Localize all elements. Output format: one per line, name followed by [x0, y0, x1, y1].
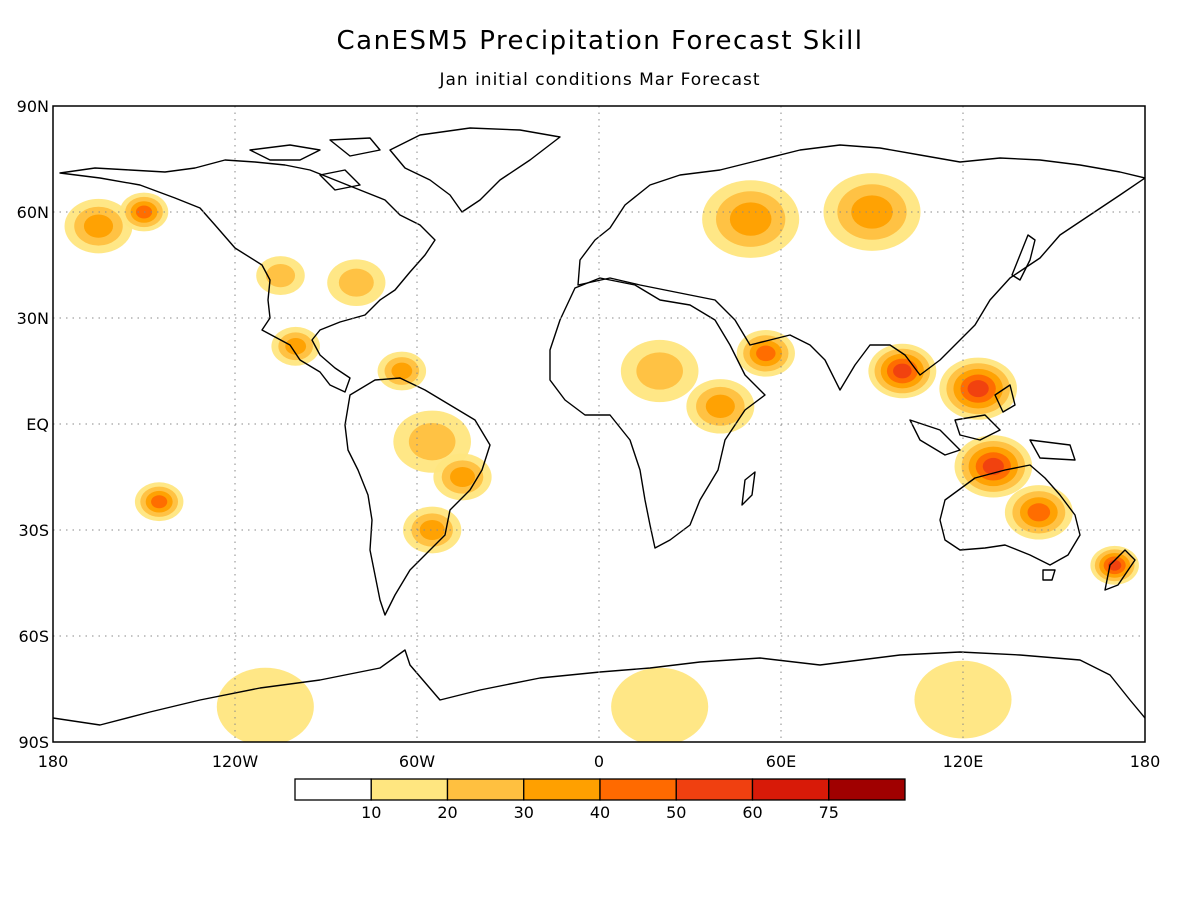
chart-subtitle: Jan initial conditions Mar Forecast	[439, 70, 761, 90]
colorbar	[294, 778, 906, 801]
coast-north-america	[59, 159, 436, 393]
latitude-label: 30S	[18, 521, 49, 540]
skill-region	[705, 394, 735, 418]
coast-australia	[939, 464, 1081, 566]
skill-shading-layer	[64, 173, 1139, 742]
skill-region	[967, 380, 989, 398]
colorbar-swatch	[751, 778, 830, 801]
map-frame	[52, 105, 1146, 743]
colorbar-label: 20	[437, 803, 457, 822]
longitude-label: 180	[1130, 752, 1161, 771]
coast-maritime-continent	[909, 384, 1076, 461]
latitude-label: 60N	[17, 203, 49, 222]
skill-region	[982, 457, 1004, 475]
coast-arctic-islands	[249, 137, 381, 191]
colorbar-label: 40	[590, 803, 610, 822]
longitude-label: 60E	[766, 752, 796, 771]
skill-region	[729, 202, 772, 236]
coast-japan	[1011, 234, 1036, 281]
colorbar-swatch	[828, 778, 906, 801]
longitude-axis-labels: 180 120W 60W 0 60E 120E 180	[38, 752, 1161, 771]
longitude-label: 120E	[943, 752, 984, 771]
skill-region	[419, 520, 445, 540]
colorbar-label: 10	[361, 803, 381, 822]
colorbar-swatch	[294, 778, 372, 801]
colorbar-label: 50	[666, 803, 686, 822]
colorbar-label: 60	[742, 803, 762, 822]
coast-south-america	[344, 377, 491, 616]
skill-region	[893, 363, 912, 379]
coast-tasmania	[1042, 569, 1056, 581]
latitude-axis-labels: 90N 60N 30N EQ 30S 60S 90S	[17, 97, 49, 752]
latitude-label: 90N	[17, 97, 49, 116]
longitude-label: 60W	[399, 752, 435, 771]
colorbar-swatch	[599, 778, 677, 801]
latitude-label: 60S	[18, 627, 49, 646]
colorbar-label: 30	[514, 803, 534, 822]
latitude-label: EQ	[26, 415, 49, 434]
colorbar-swatch	[523, 778, 601, 801]
skill-region	[450, 467, 475, 487]
skill-region	[636, 352, 683, 390]
gridlines	[53, 106, 1145, 742]
skill-region	[756, 345, 776, 362]
coast-antarctica	[53, 649, 1145, 726]
colorbar-labels: 10 20 30 40 50 60 75	[361, 803, 839, 822]
skill-region	[285, 337, 307, 355]
longitude-label: 180	[38, 752, 69, 771]
coast-madagascar	[741, 471, 756, 506]
skill-region	[611, 667, 709, 742]
skill-region	[1027, 503, 1051, 522]
colorbar-swatch	[675, 778, 754, 801]
coast-greenland	[389, 127, 561, 213]
coast-new-zealand	[1104, 549, 1136, 591]
chart-title: CanESM5 Precipitation Forecast Skill	[336, 26, 864, 56]
colorbar-label: 75	[819, 803, 839, 822]
skill-region	[265, 263, 296, 288]
latitude-label: 90S	[18, 733, 49, 752]
longitude-label: 0	[594, 752, 604, 771]
longitude-label: 120W	[212, 752, 259, 771]
coast-africa	[549, 277, 766, 549]
colorbar-swatch	[446, 778, 525, 801]
latitude-label: 30N	[17, 309, 49, 328]
skill-region	[151, 495, 168, 509]
skill-region	[914, 660, 1012, 739]
coast-eurasia	[577, 144, 1145, 391]
skill-region	[338, 268, 374, 297]
skill-region	[83, 214, 114, 238]
coastlines	[53, 127, 1145, 726]
skill-region	[216, 667, 314, 742]
skill-region	[391, 362, 413, 380]
skill-region	[408, 423, 456, 461]
colorbar-swatch	[370, 778, 449, 801]
